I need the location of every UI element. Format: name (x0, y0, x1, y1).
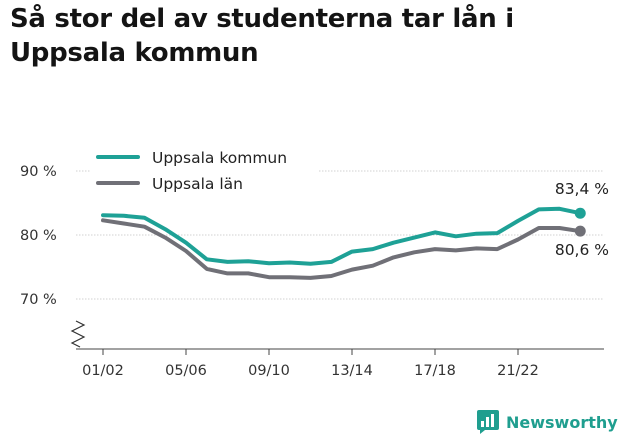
newsworthy-icon (477, 410, 499, 434)
axis-break-zigzag (70, 320, 86, 348)
chart-title: Så stor del av studenterna tar lån i Upp… (10, 4, 514, 68)
newsworthy-logo: Newsworthy (476, 408, 618, 436)
x-tick-label: 05/06 (165, 363, 207, 379)
y-tick-label: 90 % (20, 164, 57, 180)
x-tick-label: 13/14 (331, 363, 373, 379)
y-tick-label: 80 % (20, 228, 57, 244)
x-tick-label: 09/10 (248, 363, 290, 379)
x-axis: 01/02 05/06 09/10 13/14 17/18 21/22 (76, 348, 604, 379)
x-tick-label: 17/18 (414, 363, 456, 379)
end-value-label: 83,4 % (555, 180, 609, 198)
axis-break-icon (70, 320, 86, 348)
x-tick-label: 21/22 (497, 363, 539, 379)
legend-background (90, 142, 318, 198)
x-tick-label: 01/02 (82, 363, 124, 379)
end-value-label: 80,6 % (555, 241, 609, 259)
legend-label: Uppsala kommun (152, 149, 287, 167)
end-marker (574, 207, 586, 219)
end-labels: 83,4 % 80,6 % (555, 180, 609, 259)
series-line (101, 218, 583, 280)
y-tick-label: 70 % (20, 292, 57, 308)
series-lines (101, 206, 586, 280)
y-axis-ticks: 90 % 80 % 70 % (20, 164, 57, 308)
end-marker (574, 225, 586, 237)
brand-name: Newsworthy (506, 412, 618, 432)
series-line (101, 206, 583, 266)
legend: Uppsala kommun Uppsala län (90, 142, 318, 198)
legend-label: Uppsala län (152, 175, 243, 193)
